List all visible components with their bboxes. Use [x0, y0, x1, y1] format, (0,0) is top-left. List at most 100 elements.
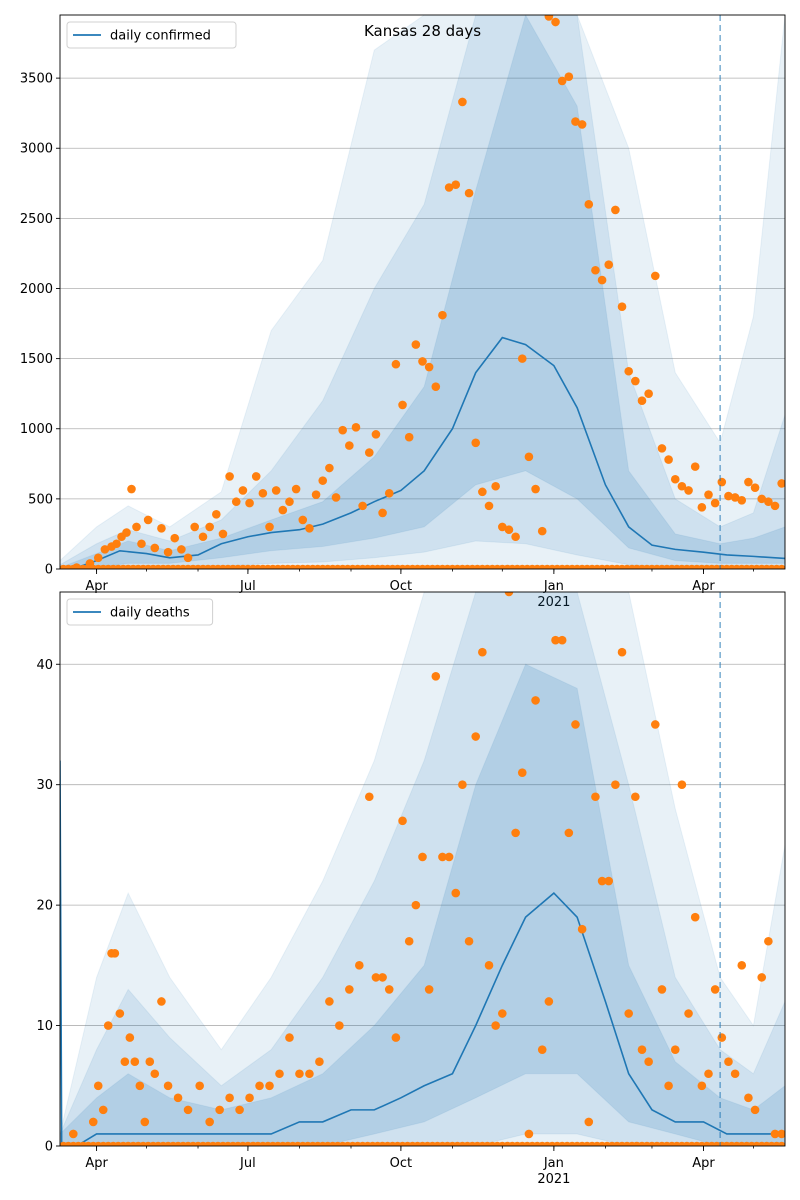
- observed-point: [677, 481, 687, 491]
- observed-point: [98, 1105, 108, 1115]
- observed-point: [318, 476, 328, 485]
- x-tick-label: Oct: [390, 1156, 412, 1171]
- observed-point: [271, 486, 281, 495]
- band-middle: [60, 15, 785, 569]
- observed-point: [424, 985, 434, 994]
- observed-point: [750, 1105, 760, 1115]
- observed-point: [744, 477, 753, 487]
- observed-point: [537, 1045, 547, 1054]
- observed-point: [764, 497, 773, 506]
- observed-point: [757, 973, 767, 982]
- observed-point: [664, 455, 673, 464]
- observed-point: [724, 491, 733, 501]
- observed-point: [404, 432, 414, 442]
- observed-point: [498, 522, 507, 532]
- observed-point: [704, 490, 713, 499]
- observed-point: [617, 302, 627, 312]
- observed-point: [677, 780, 687, 789]
- observed-point: [245, 498, 254, 508]
- observed-point: [704, 1069, 713, 1079]
- observed-point: [170, 533, 180, 543]
- x-tick-label: Oct: [390, 579, 412, 594]
- y-tick-label: 30: [36, 778, 53, 793]
- observed-point: [311, 490, 321, 499]
- observed-point: [464, 936, 474, 946]
- y-tick-label: 0: [45, 563, 53, 578]
- observed-point: [517, 354, 527, 363]
- y-tick-label: 10: [36, 1019, 53, 1034]
- observed-point: [777, 479, 785, 488]
- observed-point: [484, 501, 494, 511]
- observed-point: [431, 382, 441, 391]
- observed-point: [584, 200, 594, 209]
- panel-deaths: 0 10 20 30 40 Apr Jul Oct Jan Apr 2021 daily deaths: [36, 591, 786, 1187]
- observed-point: [331, 493, 341, 502]
- observed-point: [418, 852, 427, 862]
- observed-point: [710, 498, 720, 508]
- observed-point: [404, 936, 414, 946]
- observed-point: [298, 515, 308, 525]
- observed-point: [504, 592, 514, 597]
- band-outer: [60, 15, 785, 569]
- observed-point: [670, 474, 680, 484]
- observed-point: [650, 271, 660, 281]
- observed-point: [88, 1117, 98, 1127]
- observed-point: [265, 1081, 274, 1091]
- observed-point: [757, 494, 767, 504]
- axes-frame: [59, 14, 786, 570]
- observed-point: [265, 522, 274, 532]
- observed-point: [511, 828, 520, 838]
- observed-point: [315, 1057, 324, 1066]
- observed-point: [557, 76, 567, 86]
- observed-point: [384, 488, 394, 498]
- observed-point: [93, 553, 103, 563]
- observed-point: [183, 1105, 193, 1115]
- observed-point: [564, 828, 574, 838]
- chart-title: Kansas 28 days: [364, 22, 481, 40]
- observed-point: [564, 72, 574, 82]
- legend: daily deaths: [66, 598, 214, 626]
- observed-point: [295, 1069, 304, 1079]
- observed-point: [617, 647, 627, 657]
- observed-point: [285, 1033, 294, 1042]
- observed-point: [524, 1129, 534, 1139]
- series-line-0: [60, 336, 785, 569]
- observed-point: [777, 1129, 785, 1139]
- observed-point: [245, 1093, 254, 1103]
- observed-point: [597, 876, 607, 886]
- y-tick-label: 0: [45, 1140, 53, 1155]
- plot-area: [60, 592, 785, 1146]
- observed-point: [710, 985, 720, 994]
- observed-point: [770, 501, 780, 511]
- y-tick-label: 20: [36, 899, 53, 914]
- observed-point: [218, 529, 228, 539]
- observed-point: [451, 180, 461, 190]
- observed-point: [637, 396, 647, 405]
- observed-point: [531, 484, 540, 494]
- observed-point: [451, 888, 461, 898]
- observed-point: [325, 997, 334, 1006]
- observed-point: [657, 444, 667, 453]
- observed-point: [697, 1081, 707, 1091]
- observed-point: [764, 936, 773, 946]
- observed-point: [484, 961, 494, 970]
- band-outer: [60, 592, 785, 1146]
- observed-point: [471, 732, 481, 741]
- observed-point: [690, 912, 700, 922]
- observed-point: [464, 188, 474, 198]
- observed-point: [557, 635, 567, 645]
- observed-point: [384, 985, 394, 994]
- observed-point: [724, 1057, 733, 1066]
- observed-point: [498, 1009, 507, 1018]
- legend-box: [66, 21, 237, 49]
- observed-point: [93, 1081, 103, 1091]
- observed-point: [737, 495, 747, 505]
- x-tick-label: Apr: [85, 579, 108, 594]
- observed-point: [471, 438, 481, 448]
- observed-point: [664, 1081, 673, 1091]
- observed-point: [577, 924, 587, 934]
- observed-point: [325, 463, 334, 473]
- observed-point: [238, 486, 248, 495]
- observed-point: [69, 1129, 78, 1139]
- observed-point: [524, 452, 534, 462]
